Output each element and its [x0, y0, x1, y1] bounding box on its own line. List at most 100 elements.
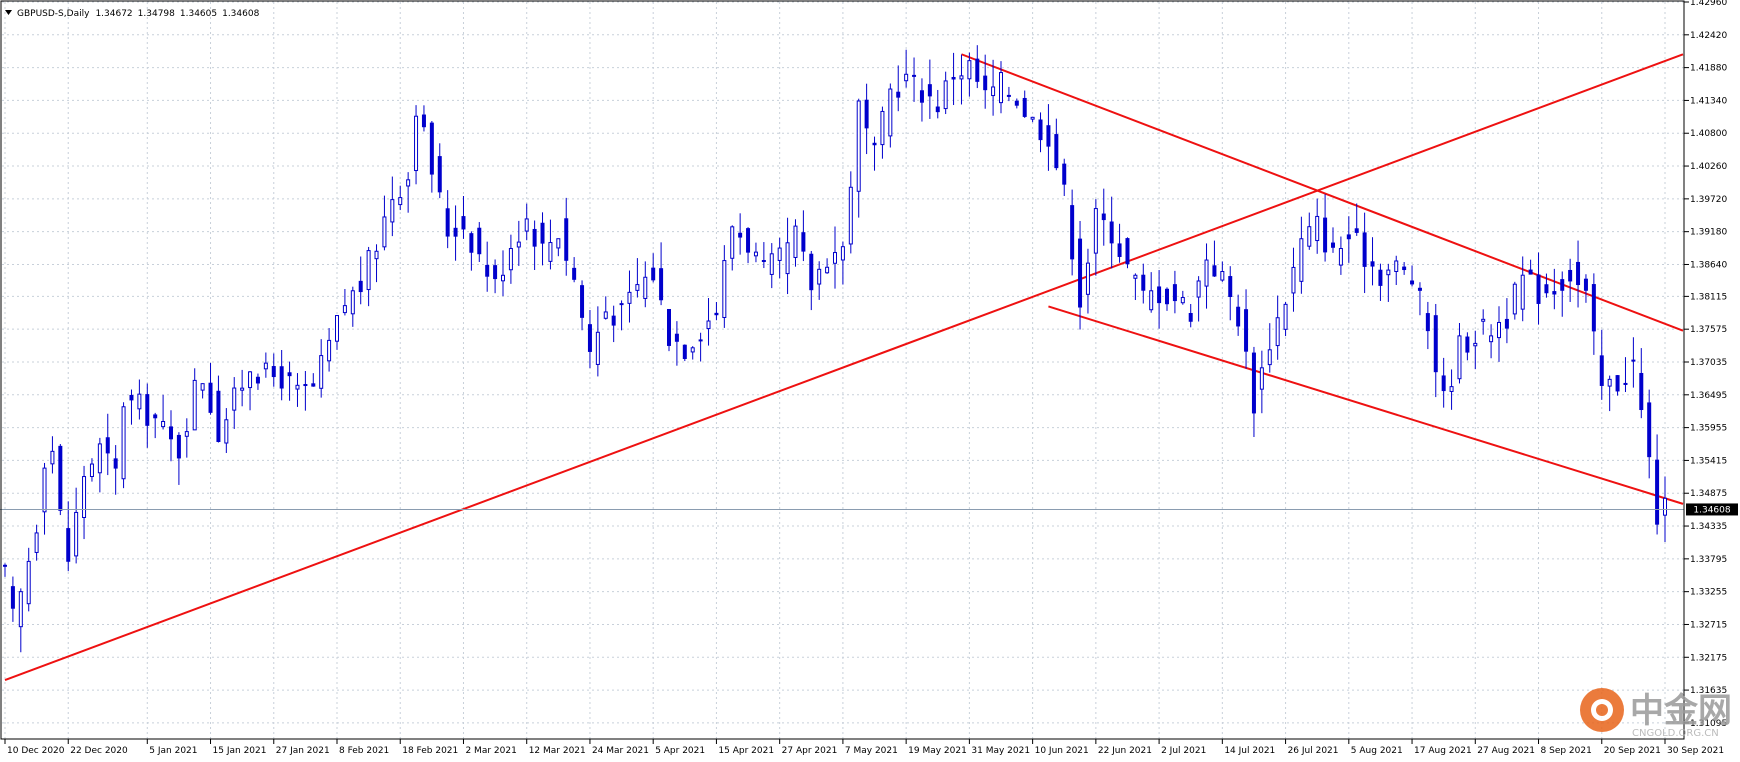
candle-body-down [469, 233, 474, 253]
candle-body-up [967, 60, 972, 80]
candle-body-down [1236, 306, 1241, 327]
candle-body-down [477, 227, 482, 255]
candle-body-up [295, 384, 300, 390]
candle-body-up [97, 443, 102, 474]
candle-body-down [864, 99, 869, 129]
candle-body-up [42, 467, 47, 513]
header-close: 1.34608 [222, 9, 259, 19]
candle-body-down [619, 303, 624, 306]
candle-body-down [1212, 265, 1217, 277]
candle-body-down [801, 232, 806, 252]
x-tick-label: 8 Sep 2021 [1541, 746, 1592, 756]
candle-body-up [398, 197, 403, 206]
candle-body-down [437, 156, 442, 193]
x-tick-label: 26 Jul 2021 [1288, 746, 1339, 756]
x-tick-label: 15 Apr 2021 [718, 746, 774, 756]
candle-body-down [303, 384, 308, 387]
candle-body-down [1504, 318, 1509, 329]
candle-body-down [738, 232, 743, 238]
candle-body-up [1394, 260, 1399, 273]
candle-body-down [493, 265, 498, 280]
x-tick-label: 27 Jan 2021 [276, 746, 330, 756]
x-tick-label: 5 Apr 2021 [655, 746, 705, 756]
candle-body-down [1228, 276, 1233, 297]
logo-core-icon [1596, 704, 1608, 716]
x-tick-label: 2 Jul 2021 [1161, 746, 1206, 756]
candle-body-down [1125, 238, 1130, 265]
x-tick-label: 15 Jan 2021 [213, 746, 267, 756]
candle-body-up [856, 100, 861, 192]
candle-body-down [587, 324, 592, 352]
candle-body-up [382, 216, 387, 248]
candle-body-down [1022, 97, 1027, 117]
candle-body-down [208, 382, 213, 413]
candle-body-down [896, 91, 901, 98]
candle-body-up [698, 339, 703, 342]
candle-body-down [714, 312, 719, 316]
candle-body-down [1544, 284, 1549, 294]
y-tick-label: 1.39720 [1690, 195, 1727, 205]
candle-body-down [287, 372, 292, 377]
candle-body-up [1259, 367, 1264, 390]
candle-body-up [1220, 271, 1225, 281]
candle-body-up [414, 115, 419, 172]
candle-body-down [1101, 213, 1106, 221]
candle-body-up [603, 311, 608, 319]
candle-body-down [540, 222, 545, 244]
candle-body-down [1417, 287, 1422, 291]
candle-body-down [1560, 279, 1565, 291]
candle-body-down [358, 280, 363, 293]
candle-body-up [240, 387, 245, 391]
candle-body-down [113, 458, 118, 469]
candle-body-down [1346, 234, 1351, 240]
candle-body-down [1251, 352, 1256, 414]
candle-body-down [927, 84, 932, 97]
candle-body-up [342, 305, 347, 314]
candle-body-down [1568, 269, 1573, 282]
candle-body-down [1536, 274, 1541, 304]
header-low: 1.34605 [180, 9, 217, 19]
candle-body-up [50, 450, 55, 465]
candle-body-down [1078, 238, 1083, 308]
chart-header: GBPUSD-S,Daily 1.34672 1.34798 1.34605 1.346… [5, 9, 260, 19]
candle-body-down [975, 58, 980, 82]
candle-body-down [1157, 286, 1162, 304]
x-tick-label: 22 Jun 2021 [1098, 746, 1152, 756]
candle-body-up [1512, 283, 1517, 315]
candle-body-up [848, 186, 853, 245]
header-high: 1.34798 [138, 9, 175, 19]
candle-body-up [1093, 208, 1098, 254]
candles [3, 45, 1667, 653]
candle-body-up [524, 218, 529, 232]
candle-body-up [943, 80, 948, 110]
candle-body-down [761, 260, 766, 263]
trendline [1048, 305, 1684, 505]
candle-body-up [374, 250, 379, 260]
candle-body-down [1165, 288, 1169, 305]
candle-body-down [66, 528, 71, 562]
candle-body-down [1331, 242, 1335, 248]
x-tick-label: 24 Mar 2021 [592, 746, 649, 756]
candle-body-down [1070, 205, 1075, 260]
candle-body-up [722, 260, 727, 318]
candle-body-up [1030, 116, 1035, 120]
candle-body-down [1062, 163, 1067, 185]
y-tick-label: 1.32175 [1690, 653, 1727, 663]
candle-body-down [983, 75, 988, 91]
x-tick-label: 27 Apr 2021 [782, 746, 838, 756]
candle-body-up [706, 320, 711, 330]
candle-body-down [919, 90, 924, 103]
candle-body-down [1425, 313, 1430, 332]
x-tick-label: 5 Aug 2021 [1351, 746, 1403, 756]
candle-body-down [1370, 261, 1375, 267]
candle-body-up [184, 431, 189, 437]
y-tick-label: 1.42420 [1690, 31, 1727, 41]
candle-body-up [350, 290, 355, 315]
candle-body-up [224, 419, 229, 444]
current-price-label-bg [1686, 503, 1738, 516]
candle-body-down [1117, 243, 1122, 257]
candle-body-down [1109, 221, 1114, 244]
chevron-down-icon[interactable] [5, 10, 12, 15]
candle-body-up [1631, 359, 1636, 362]
candle-body-down [1038, 119, 1043, 141]
